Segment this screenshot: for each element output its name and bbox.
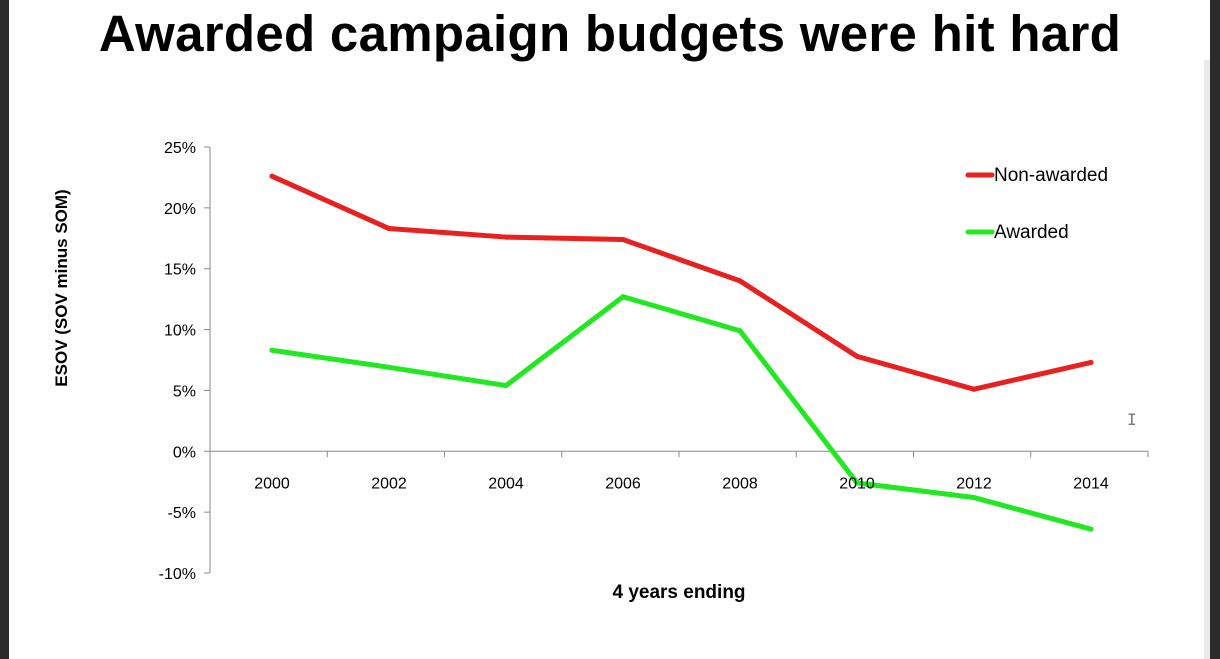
series-line-non-awarded (269, 173, 1094, 392)
y-tick-label: 5% (173, 383, 196, 400)
y-tick-label: -10% (159, 566, 196, 583)
data-point (503, 234, 509, 240)
legend-label: Awarded (994, 222, 1069, 243)
x-tick-label: 2008 (722, 475, 758, 492)
scrollbar-track[interactable] (1204, 60, 1210, 659)
x-tick-label: 2004 (488, 475, 524, 492)
y-tick-label: 10% (164, 323, 196, 340)
y-axis-title: ESOV (SOV minus SOM) (52, 189, 71, 386)
x-tick-label: 2012 (956, 475, 992, 492)
x-tick-label: 2002 (371, 475, 407, 492)
x-tick-label: 2000 (254, 475, 290, 492)
series-line-awarded (269, 294, 1094, 532)
data-point (620, 294, 626, 300)
x-tick-label: 2014 (1073, 475, 1109, 492)
chart-title: Awarded campaign budgets were hit hard (98, 5, 1122, 62)
window-edge-right (1210, 0, 1220, 659)
data-point (737, 328, 743, 334)
data-point (854, 353, 860, 359)
y-tick-label: 25% (164, 140, 196, 157)
y-tick-label: 0% (173, 444, 196, 461)
data-point (269, 347, 275, 353)
data-point (854, 480, 860, 486)
window-edge-left (0, 0, 9, 659)
data-point (971, 495, 977, 501)
x-axis-title: 4 years ending (612, 582, 745, 603)
legend-label: Non-awarded (994, 165, 1108, 186)
data-point (620, 237, 626, 243)
data-point (269, 173, 275, 179)
data-point (503, 383, 509, 389)
y-tick-label: -5% (168, 505, 196, 522)
data-point (1088, 359, 1094, 365)
text-cursor-icon: I (1127, 410, 1137, 429)
data-point (737, 278, 743, 284)
x-tick-label: 2010 (839, 475, 875, 492)
data-point (971, 386, 977, 392)
x-tick-label: 2006 (605, 475, 641, 492)
data-point (386, 364, 392, 370)
y-tick-label: 15% (164, 262, 196, 279)
data-point (1088, 526, 1094, 532)
data-point (386, 226, 392, 232)
y-tick-label: 20% (164, 201, 196, 218)
